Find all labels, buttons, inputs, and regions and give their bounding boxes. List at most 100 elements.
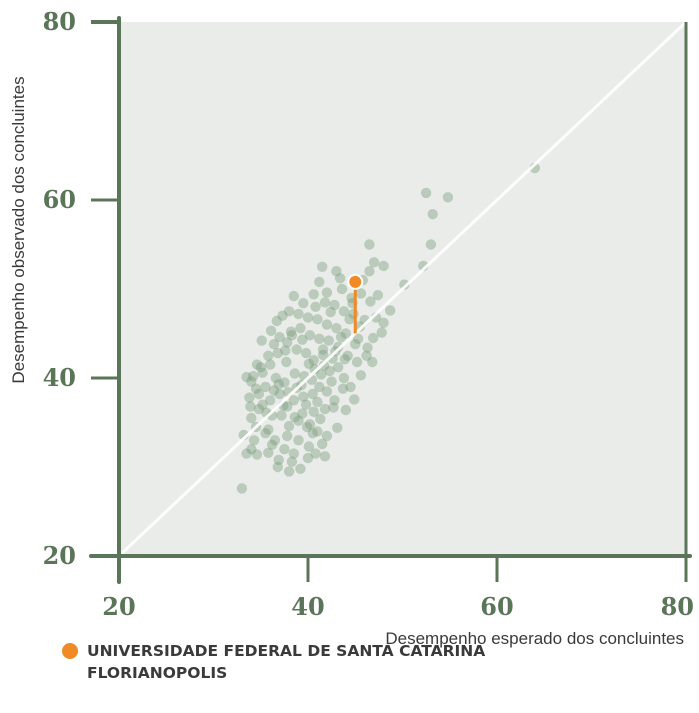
data-point xyxy=(340,328,351,339)
data-point xyxy=(274,331,285,343)
legend-label-line2: FLORIANOPOLIS xyxy=(87,664,228,682)
data-point xyxy=(321,287,333,298)
data-point xyxy=(285,326,297,337)
data-point xyxy=(350,339,361,350)
legend-label-line1: UNIVERSIDADE FEDERAL DE SANTA CATARINA xyxy=(87,642,486,660)
data-point xyxy=(329,299,340,311)
data-point xyxy=(368,332,379,344)
data-point xyxy=(253,403,265,415)
data-point xyxy=(442,192,454,203)
data-point xyxy=(365,296,376,307)
data-point xyxy=(331,266,342,277)
data-point xyxy=(333,362,344,373)
data-point xyxy=(425,239,437,250)
data-points xyxy=(236,162,540,494)
data-point xyxy=(427,209,438,220)
data-point xyxy=(248,371,259,382)
data-point xyxy=(289,412,300,423)
data-point xyxy=(282,337,293,348)
y-tick-label: 60 xyxy=(43,185,76,214)
data-point xyxy=(308,355,319,366)
data-point xyxy=(244,392,255,403)
data-point xyxy=(253,388,265,400)
data-point xyxy=(263,350,274,361)
data-point xyxy=(270,372,282,384)
x-tick-label: 20 xyxy=(102,592,135,621)
data-point xyxy=(335,331,347,343)
data-point xyxy=(315,413,326,425)
data-point xyxy=(354,321,366,332)
data-point xyxy=(302,312,314,323)
data-point xyxy=(317,349,329,361)
data-point xyxy=(321,386,333,397)
data-point xyxy=(280,345,291,356)
y-tick-label: 40 xyxy=(43,363,76,392)
data-point xyxy=(295,323,306,334)
data-point xyxy=(255,362,266,373)
data-point xyxy=(283,420,295,432)
data-point xyxy=(312,396,323,408)
data-point xyxy=(293,415,304,426)
data-point xyxy=(317,261,328,272)
x-tick-label: 80 xyxy=(661,592,694,621)
axes xyxy=(89,16,692,584)
data-point xyxy=(314,276,325,288)
data-point xyxy=(269,435,281,446)
data-point xyxy=(314,381,325,393)
data-point xyxy=(263,424,274,435)
data-point xyxy=(279,377,290,388)
data-point xyxy=(289,368,300,379)
data-point xyxy=(331,323,342,334)
data-point xyxy=(256,335,267,346)
tick-labels: 20 40 60 80 20 40 60 80 xyxy=(43,7,694,621)
data-point xyxy=(378,317,389,328)
data-point xyxy=(355,370,367,381)
data-point xyxy=(268,385,280,396)
data-point xyxy=(319,297,331,308)
data-point xyxy=(323,335,334,346)
data-point xyxy=(316,369,327,380)
data-point xyxy=(273,454,284,466)
data-point xyxy=(246,444,257,455)
data-point xyxy=(319,403,331,415)
data-point xyxy=(274,388,285,400)
data-point xyxy=(376,327,387,338)
data-point xyxy=(282,401,293,412)
data-point xyxy=(265,325,277,336)
y-tick-label: 20 xyxy=(43,541,76,570)
data-point xyxy=(250,383,262,394)
data-point xyxy=(308,289,319,300)
data-point xyxy=(351,356,363,368)
data-point xyxy=(281,356,292,368)
data-point xyxy=(241,448,252,459)
data-point xyxy=(288,290,299,302)
data-point xyxy=(385,305,396,316)
data-point xyxy=(332,422,343,433)
data-point xyxy=(326,376,337,387)
data-point xyxy=(236,483,248,494)
data-point xyxy=(265,395,276,406)
data-point xyxy=(251,449,263,460)
x-axis-label: Desempenho esperado dos concluintes xyxy=(385,629,684,648)
y-axis-label: Desempenho observado dos concluintes xyxy=(9,76,28,383)
data-point xyxy=(338,372,350,384)
data-point xyxy=(271,315,282,327)
data-point xyxy=(288,448,299,459)
data-point xyxy=(307,388,318,400)
legend-marker-icon xyxy=(62,643,78,659)
data-point xyxy=(304,419,316,430)
y-tick-label: 80 xyxy=(43,7,76,36)
data-point xyxy=(298,391,309,402)
data-point xyxy=(321,319,333,330)
data-point xyxy=(279,444,290,455)
data-point xyxy=(251,359,263,370)
data-point xyxy=(282,430,293,442)
x-tick-label: 40 xyxy=(291,592,324,621)
data-point xyxy=(300,347,312,359)
data-point xyxy=(336,283,348,295)
data-point xyxy=(260,381,271,393)
data-point xyxy=(344,314,355,325)
data-point xyxy=(265,359,276,370)
data-point xyxy=(302,452,314,464)
data-point xyxy=(307,428,318,439)
